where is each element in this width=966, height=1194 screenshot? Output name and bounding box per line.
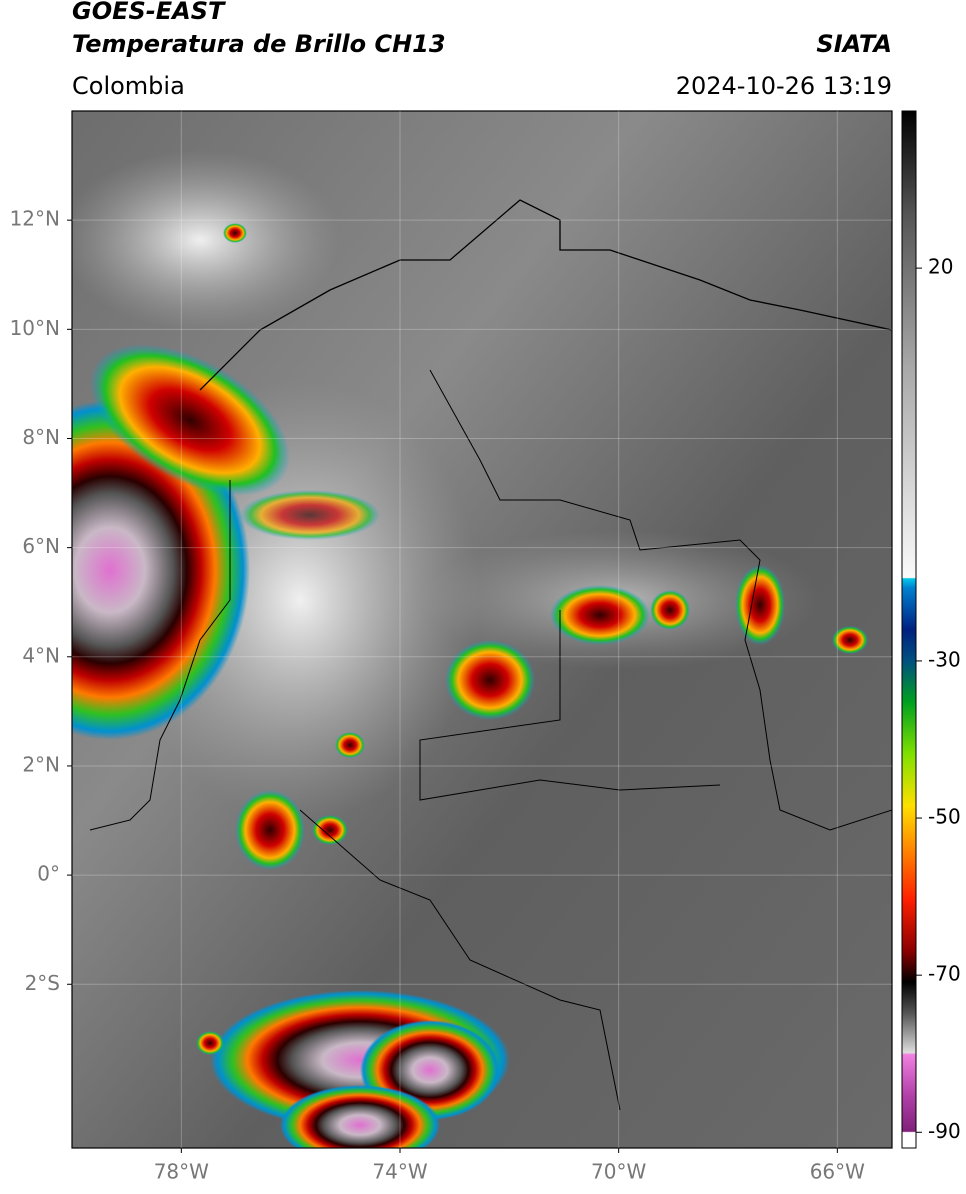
colorbar-tick-label: -30: [928, 647, 961, 671]
lat-tick-label: 12°N: [10, 207, 60, 231]
colorbar-tick-label: -90: [928, 1119, 961, 1143]
colorbar-tick-label: 20: [928, 255, 953, 279]
lon-tick-label: 66°W: [810, 1160, 865, 1184]
lon-tick-label: 78°W: [154, 1160, 209, 1184]
subtitle: Temperatura de Brillo CH13: [72, 30, 446, 58]
colorbar: [901, 110, 917, 1149]
lat-tick-label: 8°N: [22, 425, 60, 449]
lat-tick-label: 2°S: [25, 971, 60, 995]
satellite-image: [72, 111, 892, 1148]
lat-tick-label: 2°N: [22, 752, 60, 776]
title: GOES-EAST: [72, 0, 226, 25]
datetime: 2024-10-26 13:19: [676, 72, 892, 100]
colorbar-tick-label: -70: [928, 962, 961, 986]
lat-tick-label: 4°N: [22, 643, 60, 667]
lat-tick-label: 10°N: [10, 316, 60, 340]
lat-tick-label: 6°N: [22, 534, 60, 558]
lat-tick-label: 0°: [37, 862, 60, 886]
lon-tick-label: 74°W: [372, 1160, 427, 1184]
lon-tick-label: 70°W: [591, 1160, 646, 1184]
colorbar-tick-label: -50: [928, 805, 961, 829]
source: SIATA: [816, 30, 892, 58]
map-frame: [71, 110, 893, 1149]
region: Colombia: [72, 72, 185, 100]
